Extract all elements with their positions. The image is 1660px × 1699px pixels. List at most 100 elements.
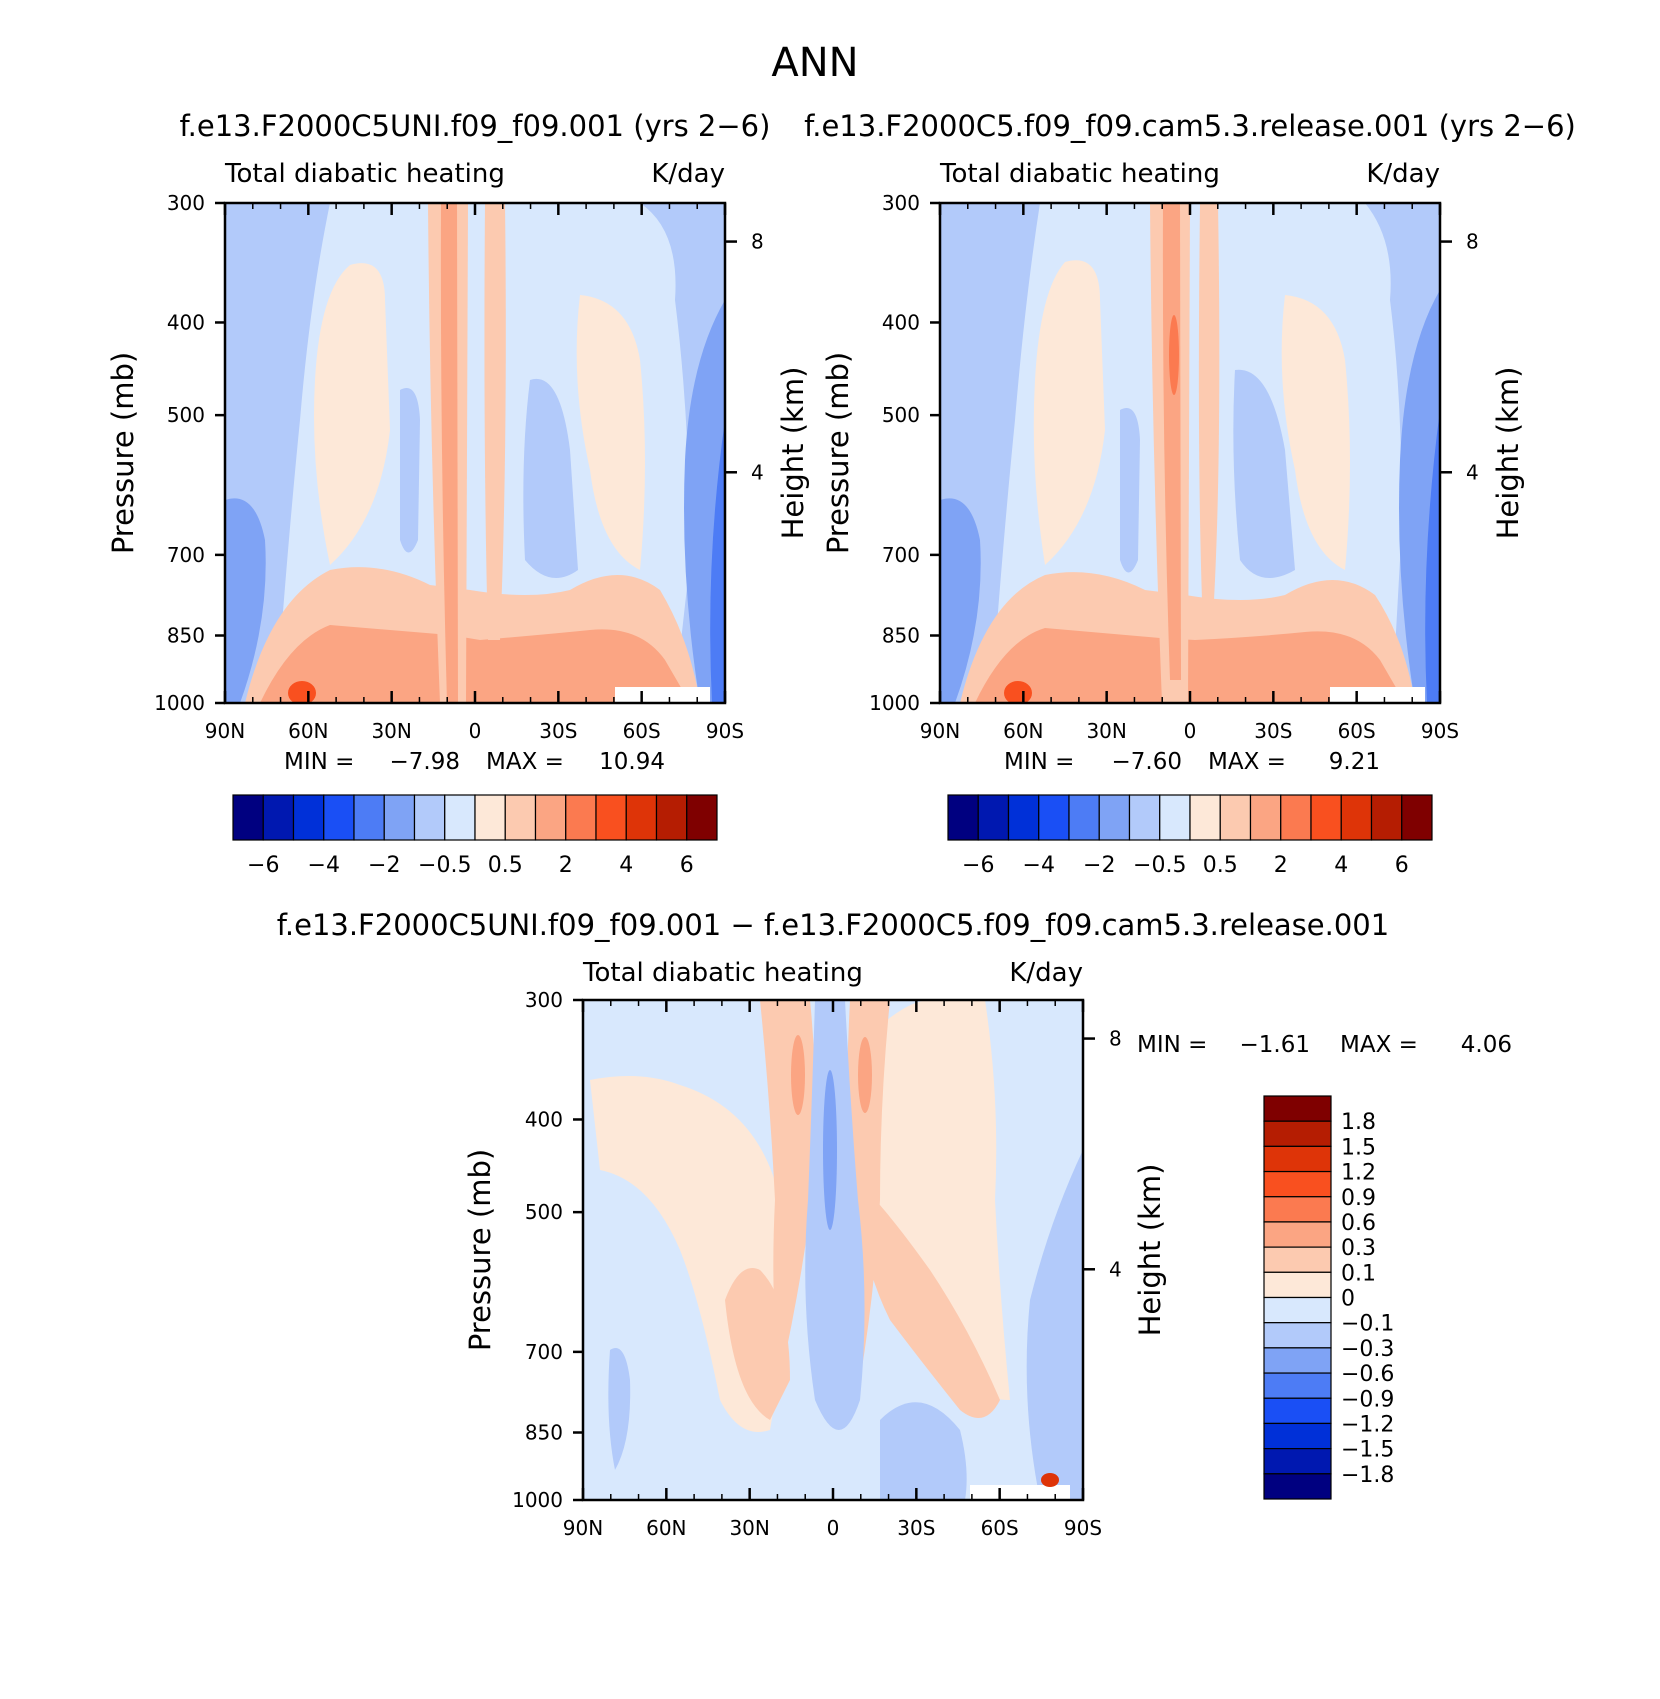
panel-3-y-axis-label: Pressure (mb) [463, 1149, 497, 1351]
panel-3: f.e13.F2000C5UNI.f09_f09.001 − f.e13.F20… [277, 908, 1512, 1540]
panel-2-lowlevel-moderate-heating [975, 628, 1405, 703]
panel-3-pos-sh-midlat [845, 1000, 1010, 1400]
panel-2-min-value: −7.60 [1112, 749, 1182, 775]
panel-1-sh-shoulder [484, 203, 506, 640]
colorbar-label: 0.9 [1341, 1186, 1376, 1211]
colorbar-label: −4 [1023, 853, 1055, 878]
colorbar-box [353, 794, 385, 841]
panel-1-units-label: K/day [651, 159, 725, 189]
panel-2-itcz-max [1169, 315, 1179, 395]
x-tick-label: 90S [1421, 719, 1459, 743]
x-tick-label: 60N [1003, 719, 1043, 743]
panel-1-title: f.e13.F2000C5UNI.f09_f09.001 (yrs 2−6) [180, 109, 771, 143]
colorbar-box [232, 794, 264, 841]
x-tick-label: 0 [1184, 719, 1197, 743]
colorbar-box [565, 794, 597, 841]
panel-1-neg-patch-right [523, 378, 578, 578]
x-tick-label: 60N [646, 1516, 686, 1540]
x-tick-label: 0 [469, 719, 482, 743]
y-tick-label: 700 [882, 543, 920, 567]
panel-1-max-heating-spot [288, 681, 316, 703]
panel-2-polar-neg-north [940, 498, 981, 703]
x-tick-label: 90N [920, 719, 960, 743]
panel-1-max-label: MAX = [486, 749, 564, 775]
colorbar-label: −1.2 [1341, 1412, 1394, 1437]
panel-2-max-value: 9.21 [1329, 749, 1380, 775]
panel-3-pos-south-core [858, 1037, 872, 1113]
colorbar-box [1007, 794, 1040, 841]
panel-1-max-value: 10.94 [599, 749, 665, 775]
colorbar-label: −0.6 [1341, 1362, 1394, 1387]
y-tick-label: 850 [882, 624, 920, 648]
colorbar-box [383, 794, 416, 841]
colorbar-box [262, 794, 295, 841]
colorbar-box [474, 794, 506, 841]
y-tick-label: 300 [525, 988, 563, 1012]
panel-3-min-value: −1.61 [1240, 1032, 1310, 1058]
panel-3-min-label: MIN = [1137, 1032, 1207, 1058]
colorbar-box [292, 794, 325, 841]
colorbar-label: 0.1 [1341, 1261, 1376, 1286]
panel-2-y-axis-label: Pressure (mb) [821, 352, 855, 554]
panel-2-field [940, 203, 1440, 703]
colorbar-box [1263, 1322, 1332, 1349]
panel-1: f.e13.F2000C5UNI.f09_f09.001 (yrs 2−6) T… [106, 109, 810, 878]
y-tick-label: 850 [167, 624, 205, 648]
panel-2-band-light-pos-left [1033, 260, 1105, 565]
panel-3-pos-nh-deep [725, 1268, 790, 1420]
colorbar-label: −2 [368, 853, 400, 878]
panel-1-band-light-pos-left [314, 263, 390, 565]
colorbar-box [1370, 794, 1403, 841]
colorbar-box [1263, 1372, 1332, 1399]
y-tick-label: 500 [525, 1200, 563, 1224]
panel-3-neg-nh-lowlevel [608, 1348, 631, 1470]
colorbar-label: −1.5 [1341, 1438, 1394, 1463]
colorbar-box [504, 794, 537, 841]
panel-1-lowlevel-moderate-heating [260, 625, 690, 703]
colorbar-box [413, 794, 446, 841]
colorbar-box [1263, 1271, 1332, 1299]
panel-1-neg-patch-left [400, 388, 420, 553]
panel-1-min-value: −7.98 [390, 749, 460, 775]
colorbar-label: 1.5 [1341, 1135, 1376, 1160]
panel-3-pos-north-core [791, 1035, 805, 1115]
colorbar-box [1401, 794, 1433, 841]
colorbar-box [1128, 794, 1161, 841]
colorbar-label: 6 [680, 853, 694, 878]
colorbar-box [1189, 794, 1221, 841]
colorbar-box [1263, 1120, 1332, 1147]
colorbar-label: 0.5 [1203, 853, 1238, 878]
panel-2-max-heating-spot [1004, 681, 1032, 703]
x-tick-label: 90S [706, 719, 744, 743]
x-tick-label: 30N [729, 1516, 769, 1540]
panel-1-itcz-core [440, 203, 458, 703]
colorbar-box [1098, 794, 1131, 841]
x-tick-label: 90N [205, 719, 245, 743]
panel-2-y-axis-right-label: Height (km) [1491, 367, 1525, 540]
panel-2-title: f.e13.F2000C5.f09_f09.cam5.3.release.001… [804, 109, 1576, 143]
colorbar-label: −1.8 [1341, 1463, 1394, 1488]
colorbar-label: 0 [1341, 1287, 1355, 1312]
panel-2-colorbar: −6 −4 −2 −0.5 0.5 2 4 6 [947, 794, 1433, 878]
panel-2-topography-mask [1330, 687, 1425, 703]
panel-1-y-axis-label: Pressure (mb) [106, 352, 140, 554]
panel-3-neg-equator [805, 1000, 865, 1430]
y-tick-label: 700 [167, 543, 205, 567]
colorbar-box [1280, 794, 1312, 841]
colorbar-box [1263, 1296, 1332, 1324]
y-tick-label: 500 [167, 403, 205, 427]
panel-2-units-label: K/day [1366, 159, 1440, 189]
colorbar-box [1159, 794, 1191, 841]
panel-2-max-label: MAX = [1208, 749, 1286, 775]
y-right-tick-label: 8 [751, 230, 764, 254]
colorbar-box [1068, 794, 1100, 841]
colorbar-box [595, 794, 627, 841]
x-tick-label: 60N [288, 719, 328, 743]
y-tick-label: 400 [525, 1107, 563, 1131]
panel-3-title: f.e13.F2000C5UNI.f09_f09.001 − f.e13.F20… [277, 908, 1389, 942]
colorbar-box [686, 794, 718, 841]
x-tick-label: 90N [563, 1516, 603, 1540]
panel-1-colorbar: −6 −4 −2 −0.5 0.5 2 4 6 [232, 794, 718, 878]
panel-1-polar-strong-neg-south [710, 420, 725, 703]
panel-3-neg-equator-core [823, 1070, 837, 1230]
